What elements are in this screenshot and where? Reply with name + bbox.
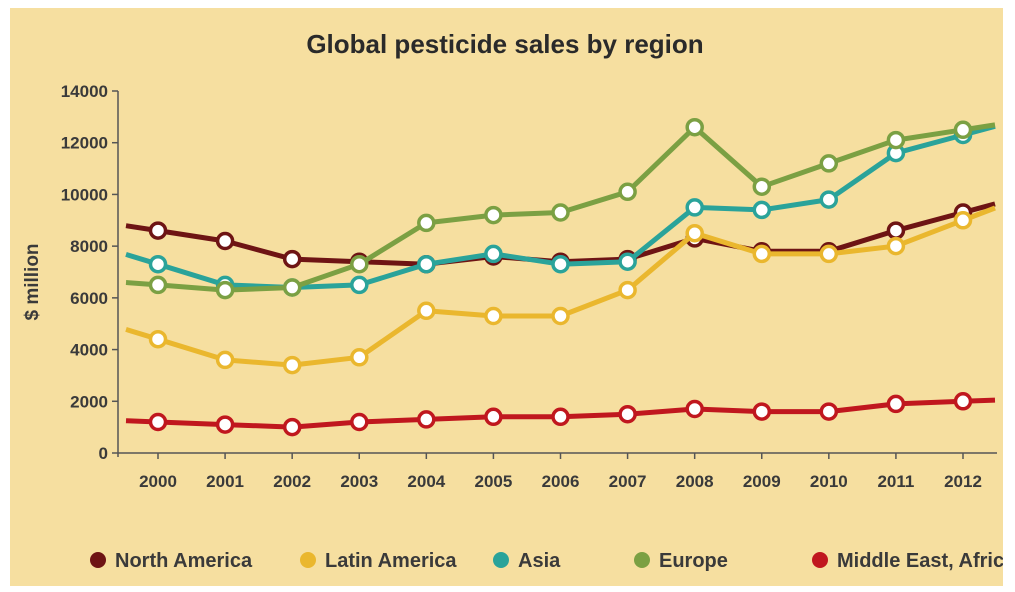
data-point [148, 275, 168, 295]
data-point [886, 236, 906, 256]
data-point [752, 244, 772, 264]
legend-swatch [90, 552, 106, 568]
data-point [282, 417, 302, 437]
legend-swatch [634, 552, 650, 568]
data-point [148, 412, 168, 432]
legend-label: Latin America [325, 550, 457, 572]
y-tick-label: 0 [99, 444, 108, 463]
x-tick-label: 2006 [542, 472, 580, 491]
y-axis-label: $ million [22, 243, 43, 320]
y-tick-label: 8000 [70, 237, 108, 256]
data-point [819, 154, 839, 173]
data-point [484, 407, 503, 427]
x-tick-label: 2002 [273, 472, 311, 491]
data-point [685, 223, 704, 243]
data-point [148, 329, 168, 349]
data-point [953, 392, 973, 411]
legend-label: Middle East, Africa [837, 550, 1003, 572]
data-point [752, 200, 772, 220]
data-point [886, 130, 906, 150]
series-layer [125, 117, 996, 437]
data-point [350, 348, 369, 367]
data-point [484, 205, 503, 225]
data-point [417, 301, 436, 321]
data-point [618, 404, 637, 424]
legend-label: North America [115, 550, 253, 572]
axes: 0 2000 4000 6000 8000 10000 12000 14000 2000 2001… [61, 82, 997, 491]
legend-label: Asia [518, 550, 561, 572]
legend-swatch [812, 552, 828, 568]
data-point [350, 275, 369, 295]
data-point [685, 198, 704, 217]
data-point [215, 231, 235, 251]
data-point [819, 190, 839, 209]
data-point [148, 221, 168, 240]
x-tick-label: 2003 [340, 472, 378, 491]
data-point [886, 221, 906, 240]
data-point [282, 278, 302, 297]
data-point [618, 252, 637, 271]
data-point [148, 254, 168, 274]
x-tick-label: 2001 [206, 472, 244, 491]
data-point [215, 415, 235, 434]
x-tick-label: 2008 [676, 472, 714, 491]
data-point [618, 280, 637, 300]
data-point [484, 306, 503, 326]
legend-item: Europe [634, 550, 728, 572]
series-latin-america [125, 205, 996, 375]
y-tick-label: 6000 [70, 289, 108, 308]
legend: North America Latin America Asia Europe Midd… [90, 550, 1003, 572]
y-tick-label: 12000 [61, 134, 108, 153]
x-tick-label: 2000 [139, 472, 177, 491]
data-point [752, 402, 772, 421]
legend-item: Middle East, Africa [812, 550, 1003, 572]
x-tick-label: 2010 [810, 472, 848, 491]
data-point [685, 399, 704, 419]
y-tick-label: 4000 [70, 341, 108, 360]
data-point [886, 394, 906, 414]
y-tick-label: 14000 [61, 82, 108, 101]
x-tick-label: 2009 [743, 472, 781, 491]
series-europe [125, 117, 996, 300]
y-tick-label: 10000 [61, 185, 108, 204]
legend-item: North America [90, 550, 253, 572]
data-point [417, 410, 436, 429]
series-middle-east-africa [125, 392, 996, 437]
x-tick-label: 2011 [877, 472, 914, 491]
data-point [417, 254, 436, 274]
data-point [819, 402, 839, 421]
x-tick-label: 2004 [407, 472, 445, 491]
data-point [551, 306, 570, 326]
data-point [350, 254, 369, 274]
chart-title: Global pesticide sales by region [306, 29, 703, 59]
data-point [417, 213, 436, 233]
legend-item: Asia [493, 550, 561, 572]
x-tick-label: 2007 [609, 472, 647, 491]
data-point [551, 203, 570, 222]
data-point [350, 412, 369, 432]
data-point [685, 117, 704, 137]
data-point [752, 177, 772, 196]
data-point [551, 407, 570, 427]
x-tick-label: 2005 [475, 472, 513, 491]
legend-swatch [300, 552, 316, 568]
data-point [819, 244, 839, 264]
data-point [551, 254, 570, 274]
chart-canvas: Global pesticide sales by region $ milli… [22, 29, 1003, 572]
y-tick-label: 2000 [70, 392, 108, 411]
legend-swatch [493, 552, 509, 568]
legend-label: Europe [659, 550, 728, 572]
x-tick-label: 2012 [944, 472, 982, 491]
data-point [215, 350, 235, 370]
data-point [953, 211, 973, 230]
chart-panel: Global pesticide sales by region $ milli… [10, 8, 1003, 586]
data-point [282, 355, 302, 375]
data-point [618, 182, 637, 202]
legend-item: Latin America [300, 550, 457, 572]
data-point [215, 280, 235, 300]
data-point [282, 249, 302, 269]
data-point [953, 120, 973, 140]
data-point [484, 244, 503, 264]
